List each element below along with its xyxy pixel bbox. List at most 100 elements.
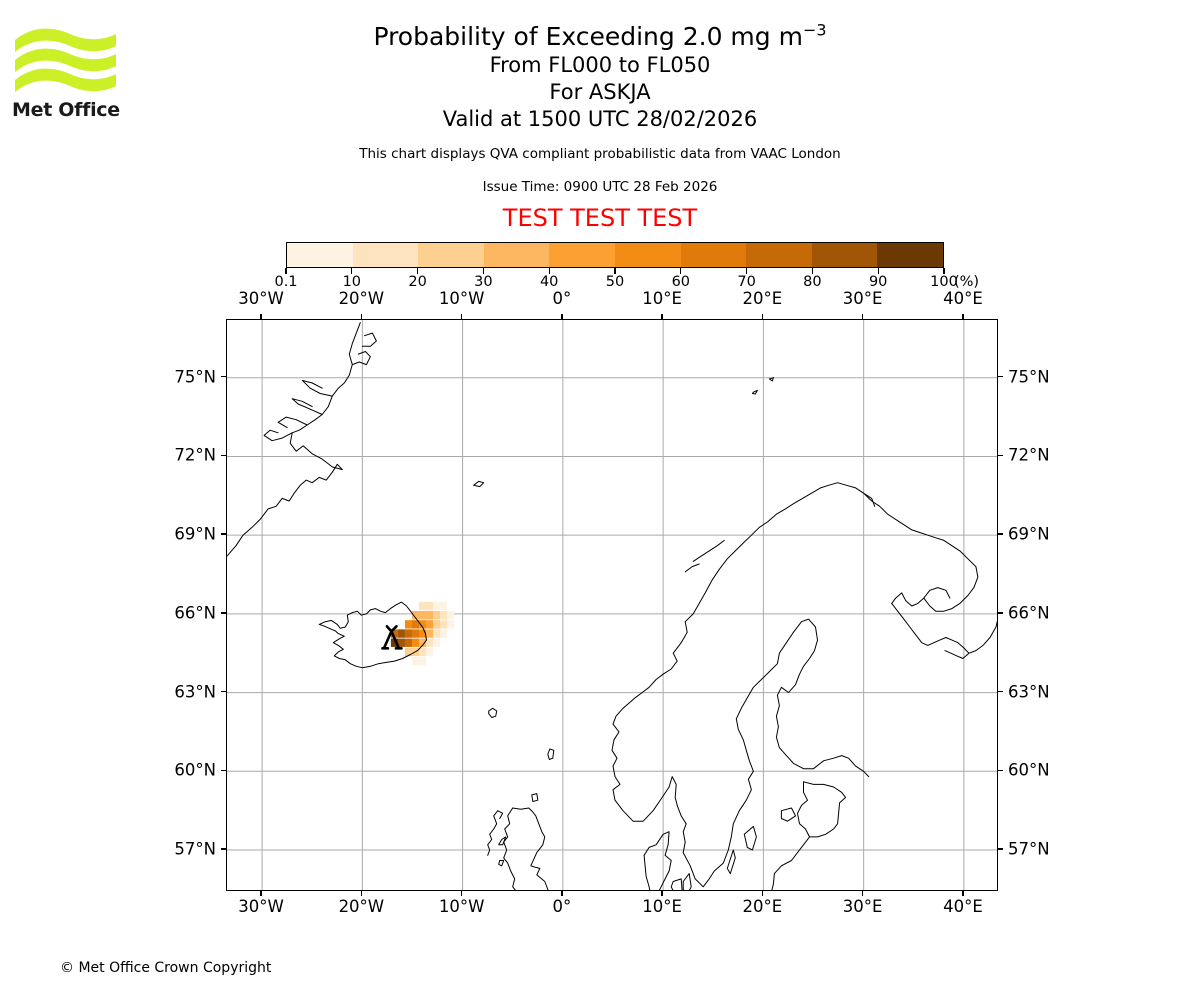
axis-tick (761, 891, 764, 896)
axis-tick (221, 612, 226, 614)
coastline-path (361, 332, 377, 347)
axis-tick (221, 533, 226, 535)
colorbar-tick-label: 10 (342, 274, 362, 290)
lon-label-top: 20°W (338, 289, 385, 308)
coastline-path (263, 429, 293, 442)
coastline-path (780, 807, 796, 822)
colorbar-tick-label: 50 (605, 274, 625, 290)
colorbar-tick-label: 0.1 (274, 274, 298, 290)
coastline-path (487, 810, 504, 856)
colorbar-ticks: 0.1 10 20 30 40 50 60 70 80 90 100 (274, 268, 958, 290)
colorbar-tick-label: 60 (671, 274, 691, 290)
title-exponent: −3 (802, 20, 827, 40)
colorbar-tick (351, 268, 353, 274)
colorbar-tick-label: 40 (539, 274, 559, 290)
coastline-path (682, 873, 692, 890)
map-gridlines (227, 320, 997, 890)
ash-probability-cell (426, 610, 434, 620)
coastline-path (768, 377, 774, 382)
axis-tick (962, 891, 964, 896)
ash-probability-cell (411, 629, 419, 638)
lon-label-bottom: 10°E (642, 897, 682, 916)
axis-tick (460, 314, 463, 319)
volcano-marker-askja (381, 625, 403, 650)
colorbar-tick-label: 90 (868, 274, 888, 290)
axis-tick (761, 314, 764, 319)
ash-probability-cell (447, 620, 455, 629)
coastline-path (473, 480, 485, 488)
met-office-logo-text: Met Office (12, 99, 120, 121)
lon-label-bottom: 10°W (438, 897, 485, 916)
colorbar-tick (417, 268, 419, 274)
qva-compliance-note: This chart displays QVA compliant probab… (359, 146, 841, 162)
coastline-path (670, 878, 683, 890)
ash-probability-cell (433, 601, 441, 611)
ash-probability-cell (404, 629, 412, 638)
ash-probability-cell (418, 647, 427, 657)
colorbar-segment-6 (680, 243, 747, 267)
coastline-path (547, 748, 555, 760)
colorbar-segment-3 (483, 243, 550, 267)
volcano-subtitle: For ASKJA (549, 80, 651, 104)
coastline-path (318, 601, 427, 669)
lon-label-bottom: 0° (552, 897, 572, 916)
coastline-path (891, 602, 970, 659)
coastline-path (643, 854, 651, 890)
coastline-path (498, 860, 505, 867)
axis-tick (221, 848, 226, 850)
coastline-path (726, 849, 736, 875)
colorbar-segment-5 (614, 243, 681, 267)
colorbar-segment-8 (811, 243, 878, 267)
coastline-path (771, 836, 810, 890)
axis-tick (998, 454, 1003, 457)
ash-probability-cell (440, 601, 448, 611)
axis-tick (221, 690, 226, 693)
colorbar-tick (548, 268, 550, 274)
ash-probability-cell (426, 647, 434, 657)
coastlines (227, 322, 997, 890)
lat-label-left: 75°N (174, 367, 216, 387)
axis-tick (360, 891, 363, 896)
map-plot-area: 30°W 30°W 20°W 20°W 10°W 10°W 0° 0° 10°E 10°E 20°E… (174, 289, 1049, 916)
colorbar-tick (482, 268, 484, 274)
ash-probability-cell (411, 656, 419, 666)
ash-probability-cell (411, 638, 419, 647)
colorbar-tick-label: 20 (408, 274, 427, 290)
flight-level-subtitle: From FL000 to FL050 (489, 53, 711, 77)
axis-tick (460, 891, 463, 896)
lat-label-right: 66°N (1008, 603, 1050, 623)
chart-header: Probability of Exceeding 2.0 mg m−3 From… (160, 22, 1040, 232)
lat-label-left: 69°N (174, 524, 216, 544)
colorbar-tick (877, 268, 879, 274)
colorbar-segment-9 (877, 243, 943, 267)
valid-time-subtitle: Valid at 1500 UTC 28/02/2026 (442, 107, 758, 131)
axis-tick (221, 454, 226, 457)
lon-label-top: 40°E (943, 289, 983, 308)
met-office-logo: Met Office (12, 22, 132, 121)
coastline-path (743, 825, 757, 851)
ash-probability-cell (433, 638, 441, 647)
coastline-path (488, 707, 498, 718)
ash-probability-cell (447, 610, 455, 620)
ash-probability-cell (440, 610, 448, 620)
axis-tick (661, 314, 663, 319)
ash-concentration-layer (390, 601, 455, 666)
colorbar-tick-label: 70 (737, 274, 756, 290)
coastline-path (512, 807, 549, 890)
colorbar-segment-7 (746, 243, 812, 267)
colorbar-tick (285, 268, 287, 274)
title-text: Probability of Exceeding 2.0 mg m (373, 22, 803, 51)
axis-tick (998, 376, 1003, 378)
ash-probability-cell (390, 629, 398, 638)
ash-probability-cell (418, 638, 427, 647)
colorbar-segment-4 (549, 243, 615, 267)
axis-tick (998, 848, 1003, 850)
ash-probability-cell (404, 647, 412, 657)
lon-label-bottom: 40°E (943, 897, 983, 916)
coastline-path (968, 620, 997, 654)
probability-colorbar: 0.1 10 20 30 40 50 60 70 80 90 100 (%) (274, 242, 979, 290)
ash-probability-cell (440, 620, 448, 629)
colorbar-segment-1 (352, 243, 419, 267)
coastline-path (614, 618, 870, 888)
coastline-path (277, 416, 308, 429)
